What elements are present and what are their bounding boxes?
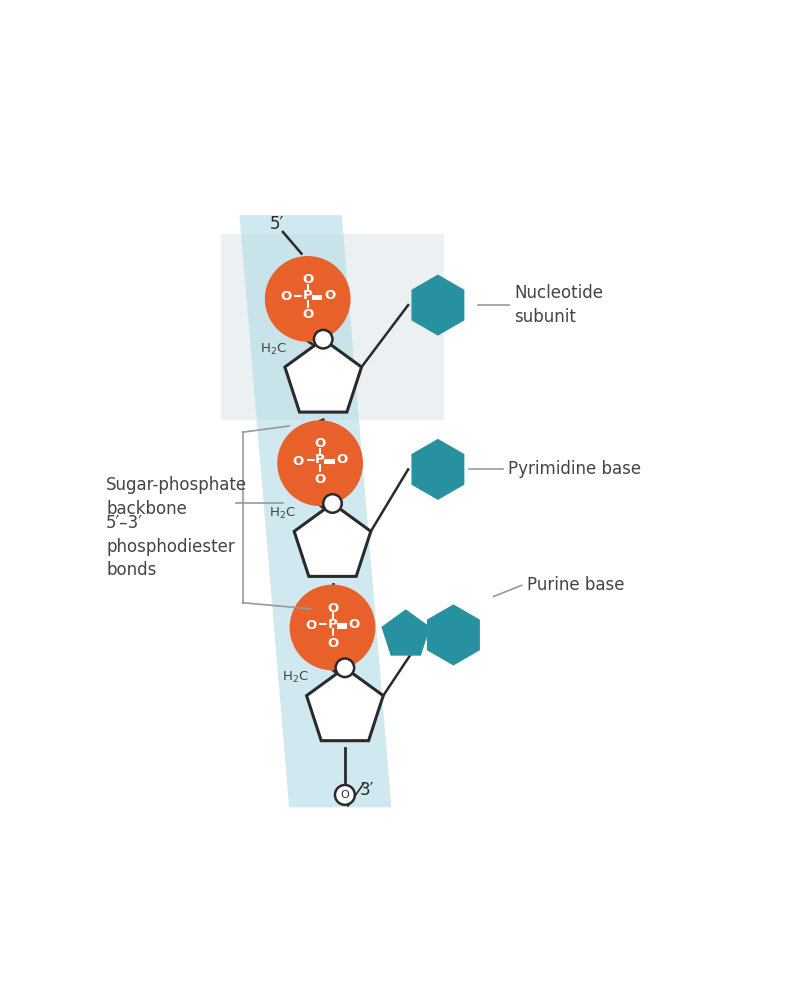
Text: O: O — [349, 617, 360, 631]
Polygon shape — [306, 668, 383, 741]
Text: O: O — [293, 455, 304, 468]
Text: P: P — [315, 454, 325, 467]
Text: O: O — [305, 619, 316, 632]
Text: H$_2$C: H$_2$C — [270, 506, 296, 521]
Circle shape — [323, 495, 342, 512]
Text: O: O — [336, 454, 348, 467]
Text: O: O — [302, 308, 314, 321]
Polygon shape — [294, 503, 371, 576]
Circle shape — [336, 658, 354, 677]
Text: O: O — [280, 290, 291, 303]
Text: H$_2$C: H$_2$C — [260, 342, 287, 357]
Text: Purine base: Purine base — [526, 576, 624, 594]
Text: Nucleotide
subunit: Nucleotide subunit — [514, 284, 603, 326]
Text: 5′–3′
phosphodiester
bonds: 5′–3′ phosphodiester bonds — [106, 514, 235, 579]
Text: P: P — [303, 289, 313, 302]
Text: Sugar-phosphate
backbone: Sugar-phosphate backbone — [106, 477, 247, 518]
Text: O: O — [314, 438, 326, 451]
Text: O: O — [341, 790, 350, 800]
Text: O: O — [327, 601, 338, 614]
Text: O: O — [314, 473, 326, 486]
Circle shape — [335, 785, 355, 805]
Circle shape — [314, 330, 333, 349]
Text: 5′: 5′ — [270, 215, 284, 233]
Circle shape — [290, 585, 374, 670]
Text: P: P — [328, 617, 338, 631]
Polygon shape — [285, 339, 362, 412]
Circle shape — [278, 421, 362, 505]
Text: O: O — [302, 273, 314, 286]
Text: O: O — [327, 637, 338, 650]
Text: 3′: 3′ — [359, 781, 374, 799]
Polygon shape — [412, 275, 464, 335]
Text: Pyrimidine base: Pyrimidine base — [508, 461, 641, 479]
Text: O: O — [324, 289, 335, 302]
Polygon shape — [412, 440, 464, 499]
Bar — [221, 233, 444, 420]
Polygon shape — [382, 610, 430, 655]
Text: H$_2$C: H$_2$C — [282, 670, 309, 685]
Polygon shape — [428, 605, 479, 665]
Polygon shape — [239, 215, 391, 808]
Circle shape — [266, 256, 350, 341]
